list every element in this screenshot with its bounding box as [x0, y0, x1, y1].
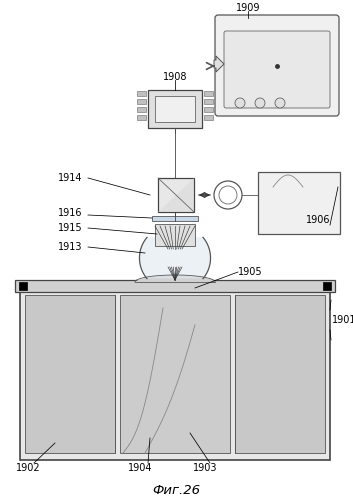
Bar: [137, 91, 146, 96]
FancyBboxPatch shape: [215, 15, 339, 116]
Bar: [204, 107, 213, 112]
Bar: [148, 90, 202, 128]
Text: 1906: 1906: [305, 215, 330, 225]
Bar: [258, 172, 340, 234]
Circle shape: [275, 98, 285, 108]
Polygon shape: [158, 178, 194, 212]
Text: 1903: 1903: [193, 463, 217, 473]
Text: 1914: 1914: [58, 173, 83, 183]
Bar: [235, 295, 325, 453]
Bar: [25, 295, 115, 453]
Circle shape: [255, 98, 265, 108]
Bar: [204, 91, 213, 96]
Circle shape: [235, 98, 245, 108]
Bar: [15, 280, 335, 292]
Text: 1904: 1904: [128, 463, 152, 473]
Bar: [323, 282, 331, 290]
Text: 1902: 1902: [16, 463, 40, 473]
Text: 1915: 1915: [58, 223, 83, 233]
Text: 1916: 1916: [58, 208, 83, 218]
FancyBboxPatch shape: [20, 285, 330, 460]
Bar: [137, 115, 146, 120]
Text: 1913: 1913: [58, 242, 83, 252]
Text: Фиг.26: Фиг.26: [152, 484, 200, 497]
Bar: [120, 295, 230, 453]
Bar: [158, 178, 194, 212]
Text: 1905: 1905: [238, 267, 263, 277]
Text: 1901: 1901: [332, 315, 353, 325]
Polygon shape: [214, 56, 224, 72]
Bar: [137, 99, 146, 104]
Bar: [204, 99, 213, 104]
Polygon shape: [139, 238, 210, 278]
FancyBboxPatch shape: [224, 31, 330, 108]
Bar: [137, 107, 146, 112]
Bar: [204, 115, 213, 120]
Bar: [155, 96, 195, 122]
Bar: [152, 216, 198, 221]
Text: 1908: 1908: [163, 72, 187, 82]
Text: 1909: 1909: [236, 3, 260, 13]
Bar: [19, 282, 27, 290]
Bar: [155, 224, 195, 246]
